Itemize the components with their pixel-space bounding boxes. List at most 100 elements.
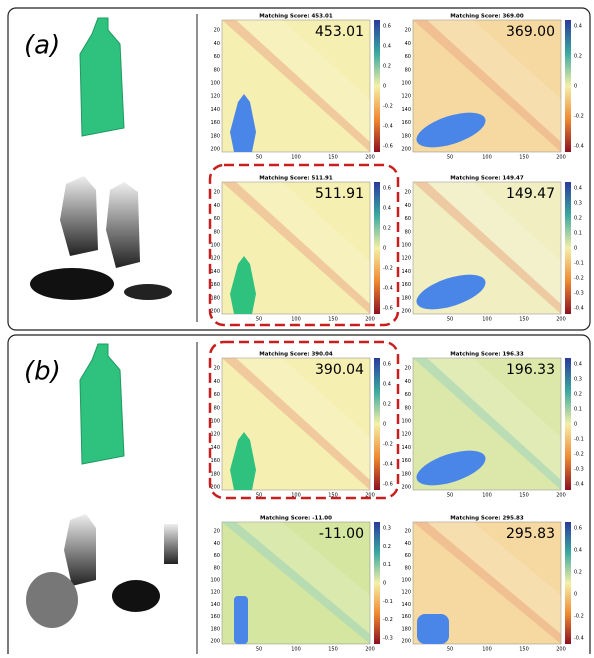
- y-tick-label: 160: [401, 282, 411, 288]
- colorbar-tick-label: 0.4: [383, 206, 391, 212]
- x-tick-label: 100: [482, 493, 492, 499]
- y-tick-label: 40: [405, 541, 411, 547]
- colorbar: [374, 522, 380, 644]
- y-tick-label: 60: [214, 216, 220, 222]
- colorbar-tick-label: 0: [383, 84, 386, 90]
- colorbar-tick-label: 0.4: [574, 362, 582, 368]
- colorbar-tick-label: -0.2: [574, 114, 584, 120]
- matching-score: 369.00: [506, 24, 555, 40]
- y-tick-label: 180: [401, 626, 411, 632]
- y-tick-label: 120: [401, 256, 411, 262]
- colorbar-tick-label: -0.6: [383, 144, 393, 150]
- x-tick-label: 200: [556, 317, 566, 323]
- matching-score: 453.01: [315, 24, 364, 40]
- x-tick-label: 200: [556, 493, 566, 499]
- panel-label: (a): [24, 31, 60, 61]
- matrix-title: Matching Score: 453.01: [259, 14, 333, 20]
- y-tick-label: 80: [214, 229, 220, 235]
- x-tick-label: 150: [328, 647, 338, 653]
- x-tick-label: 200: [556, 155, 566, 161]
- colorbar-tick-label: -0.6: [383, 482, 393, 488]
- y-tick-label: 60: [214, 553, 220, 559]
- y-tick-label: 200: [401, 639, 411, 645]
- y-tick-label: 140: [401, 445, 411, 451]
- colorbar-tick-label: 0: [383, 246, 386, 252]
- y-tick-label: 140: [210, 269, 220, 275]
- matrix-title: Matching Score: 369.00: [450, 14, 524, 20]
- colorbar-tick-label: 0.3: [574, 377, 582, 383]
- y-tick-label: 60: [214, 54, 220, 60]
- colorbar-tick-label: 0.6: [574, 526, 582, 532]
- y-tick-label: 140: [210, 445, 220, 451]
- y-tick-label: 60: [405, 392, 411, 398]
- point-cloud: [30, 176, 172, 300]
- y-tick-label: 100: [401, 419, 411, 425]
- matrices: Matching Score: 453.01 453.01 20 40 60 80 100 1…: [210, 14, 583, 653]
- x-tick-label: 100: [482, 317, 492, 323]
- y-tick-label: 120: [401, 94, 411, 100]
- y-tick-label: 180: [401, 133, 411, 139]
- colorbar-tick-label: -0.6: [383, 306, 393, 312]
- colorbar-tick-label: -0.3: [574, 291, 584, 297]
- colorbar-tick-label: -0.1: [574, 261, 584, 267]
- y-tick-label: 80: [405, 229, 411, 235]
- y-tick-label: 40: [214, 203, 220, 209]
- colorbar: [565, 522, 571, 644]
- y-tick-label: 180: [210, 133, 220, 139]
- colorbar-tick-label: 0.4: [383, 44, 391, 50]
- colorbar: [565, 358, 571, 490]
- x-tick-label: 150: [519, 493, 529, 499]
- y-tick-label: 60: [405, 216, 411, 222]
- y-tick-label: 180: [210, 626, 220, 632]
- colorbar-tick-label: 0.2: [574, 216, 582, 222]
- y-tick-label: 120: [210, 590, 220, 596]
- y-tick-label: 20: [405, 190, 411, 196]
- colorbar-tick-label: -0.2: [383, 266, 393, 272]
- y-tick-label: 80: [214, 565, 220, 571]
- y-tick-label: 100: [401, 243, 411, 249]
- y-tick-label: 20: [405, 366, 411, 372]
- x-tick-label: 150: [519, 317, 529, 323]
- x-tick-label: 50: [447, 317, 453, 323]
- x-tick-label: 50: [447, 493, 453, 499]
- colorbar-tick-label: 0: [383, 422, 386, 428]
- shape-inset: [417, 614, 449, 644]
- colorbar-tick-label: 0: [574, 84, 577, 90]
- colorbar-tick-label: -0.1: [574, 437, 584, 443]
- colorbar-tick-label: -0.4: [574, 306, 584, 312]
- y-tick-label: 100: [210, 419, 220, 425]
- y-tick-label: 100: [210, 81, 220, 87]
- y-tick-label: 120: [210, 94, 220, 100]
- y-tick-label: 40: [214, 379, 220, 385]
- y-tick-label: 20: [214, 190, 220, 196]
- y-tick-label: 140: [210, 602, 220, 608]
- colorbar-tick-label: 0.2: [383, 64, 391, 70]
- colorbar: [374, 182, 380, 314]
- colorbar-tick-label: -0.3: [383, 636, 393, 642]
- x-tick-label: 50: [256, 493, 262, 499]
- y-tick-label: 120: [210, 256, 220, 262]
- colorbar-tick-label: 0.4: [574, 186, 582, 192]
- colorbar-tick-label: 0.2: [383, 544, 391, 550]
- colorbar-tick-label: 0.3: [574, 201, 582, 207]
- matching-score: 149.47: [506, 186, 555, 202]
- y-tick-label: 120: [401, 432, 411, 438]
- page: (a) (b) Matching Score: 453.01453.012040…: [0, 0, 594, 658]
- colorbar-tick-label: 0: [574, 592, 577, 598]
- colorbar-tick-label: -0.2: [383, 617, 393, 623]
- matching-score: 295.83: [506, 526, 555, 542]
- y-tick-label: 120: [401, 590, 411, 596]
- matrix-plot: Matching Score: 511.91511.91204060801001…: [210, 176, 392, 323]
- shape-inset: [234, 596, 248, 644]
- y-tick-label: 180: [401, 295, 411, 301]
- y-tick-label: 160: [401, 120, 411, 126]
- y-tick-label: 200: [401, 485, 411, 491]
- x-tick-label: 200: [365, 493, 375, 499]
- colorbar-tick-label: 0.1: [574, 407, 582, 413]
- figure: (a) (b) Matching Score: 453.01453.012040…: [0, 0, 594, 654]
- y-tick-label: 160: [210, 458, 220, 464]
- colorbar-tick-label: -0.2: [574, 276, 584, 282]
- colorbar-tick-label: -0.2: [574, 452, 584, 458]
- x-tick-label: 50: [447, 647, 453, 653]
- x-tick-label: 200: [556, 647, 566, 653]
